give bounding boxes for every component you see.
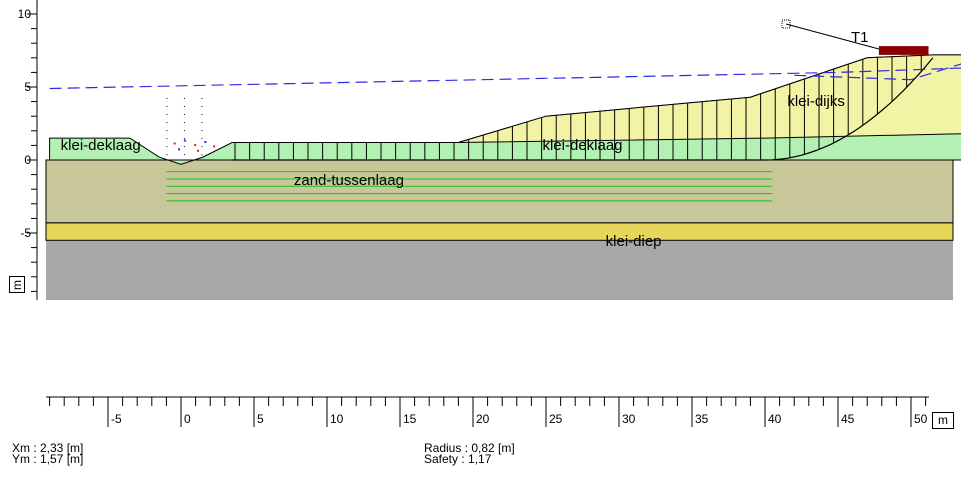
radius-value: Radius : 0,82 [m] [424, 441, 515, 455]
y-unit-label: m [9, 276, 25, 293]
grid-point [166, 97, 168, 99]
y-tick-label: 5 [24, 80, 31, 94]
grid-point [201, 105, 203, 107]
grid-point [166, 114, 168, 116]
grid-point [201, 122, 203, 124]
grid-point [183, 122, 185, 124]
grid-point [201, 97, 203, 99]
grid-point [166, 122, 168, 124]
centre-coordinates: Xm : 2,33 [m] Ym : 1,57 [m] [12, 441, 84, 466]
load-anchor [781, 19, 791, 29]
soil-label-0: klei-dijks [787, 93, 845, 110]
soil-label-1: klei-deklaag [61, 137, 141, 154]
grid-point [166, 138, 168, 140]
x-tick-label: 5 [257, 412, 264, 426]
grid-marker [173, 142, 176, 145]
x-tick-label: 45 [841, 412, 855, 426]
grid-point [201, 154, 203, 156]
phreatic-line-outer [49, 67, 961, 90]
slip-grid [166, 97, 773, 202]
grid-marker [178, 148, 181, 151]
x-tick-label: 50 [914, 412, 928, 426]
grid-point [183, 146, 185, 148]
x-unit-label: m [932, 412, 954, 429]
slip-surface [232, 57, 934, 161]
grid-point [166, 105, 168, 107]
grid-point [183, 154, 185, 156]
grid-point [183, 114, 185, 116]
grid-marker [194, 143, 197, 146]
x-tick-label: 35 [695, 412, 709, 426]
slip-slices [232, 55, 934, 161]
grid-marker [183, 139, 186, 142]
grid-marker [204, 141, 207, 144]
soil-label-3: zand-tussenlaag [294, 172, 404, 189]
x-tick-label: 0 [184, 412, 191, 426]
x-tick-label: -5 [111, 412, 122, 426]
xm-value: Xm : 2,33 [m] [12, 441, 84, 455]
y-tick-label: -5 [20, 226, 31, 240]
grid-point [166, 146, 168, 148]
y-tick-label: 10 [18, 7, 32, 21]
grid-point [166, 130, 168, 132]
grid-marker [197, 149, 200, 152]
x-tick-label: 30 [622, 412, 636, 426]
soil-layer-klei-dijks [458, 54, 961, 143]
y-tick-label: 0 [24, 153, 31, 167]
soil-layer-klei-diep [45, 222, 954, 241]
x-tick-label: 20 [476, 412, 490, 426]
x-tick-label: 10 [330, 412, 344, 426]
grid-point [183, 97, 185, 99]
grid-point [201, 138, 203, 140]
grid-point [183, 130, 185, 132]
soil-layer-zand-tussenlaag [45, 159, 954, 224]
load-block [878, 46, 929, 55]
soil-layer-bottom [46, 240, 953, 300]
phreatic-line-inner [794, 63, 961, 81]
soil-label-2: klei-deklaag [542, 137, 622, 154]
load-label: T1 [851, 29, 869, 46]
grid-marker [213, 145, 216, 148]
traffic-load: T1 [781, 19, 929, 55]
grid-point [183, 138, 185, 140]
phreatic-line [49, 63, 961, 90]
safety-value: Safety : 1,17 [424, 452, 492, 466]
soil-layers [45, 54, 961, 300]
grid-point [183, 105, 185, 107]
soil-labels: klei-dijks klei-deklaag klei-deklaag zand-t… [61, 93, 845, 250]
y-axis: -5 0 5 10 [18, 0, 38, 300]
grid-point [201, 114, 203, 116]
grid-point [201, 130, 203, 132]
grid-point [201, 146, 203, 148]
x-tick-label: 15 [403, 412, 417, 426]
grid-point [166, 154, 168, 156]
ym-value: Ym : 1,57 [m] [12, 452, 84, 466]
x-axis: -5 0 5 10 15 20 25 30 35 40 45 50 [46, 396, 929, 427]
soil-label-4: klei-diep [606, 233, 662, 250]
load-leader-line [785, 23, 880, 50]
circle-result: Radius : 0,82 [m] Safety : 1,17 [424, 441, 515, 466]
x-tick-label: 40 [768, 412, 782, 426]
x-tick-label: 25 [549, 412, 563, 426]
